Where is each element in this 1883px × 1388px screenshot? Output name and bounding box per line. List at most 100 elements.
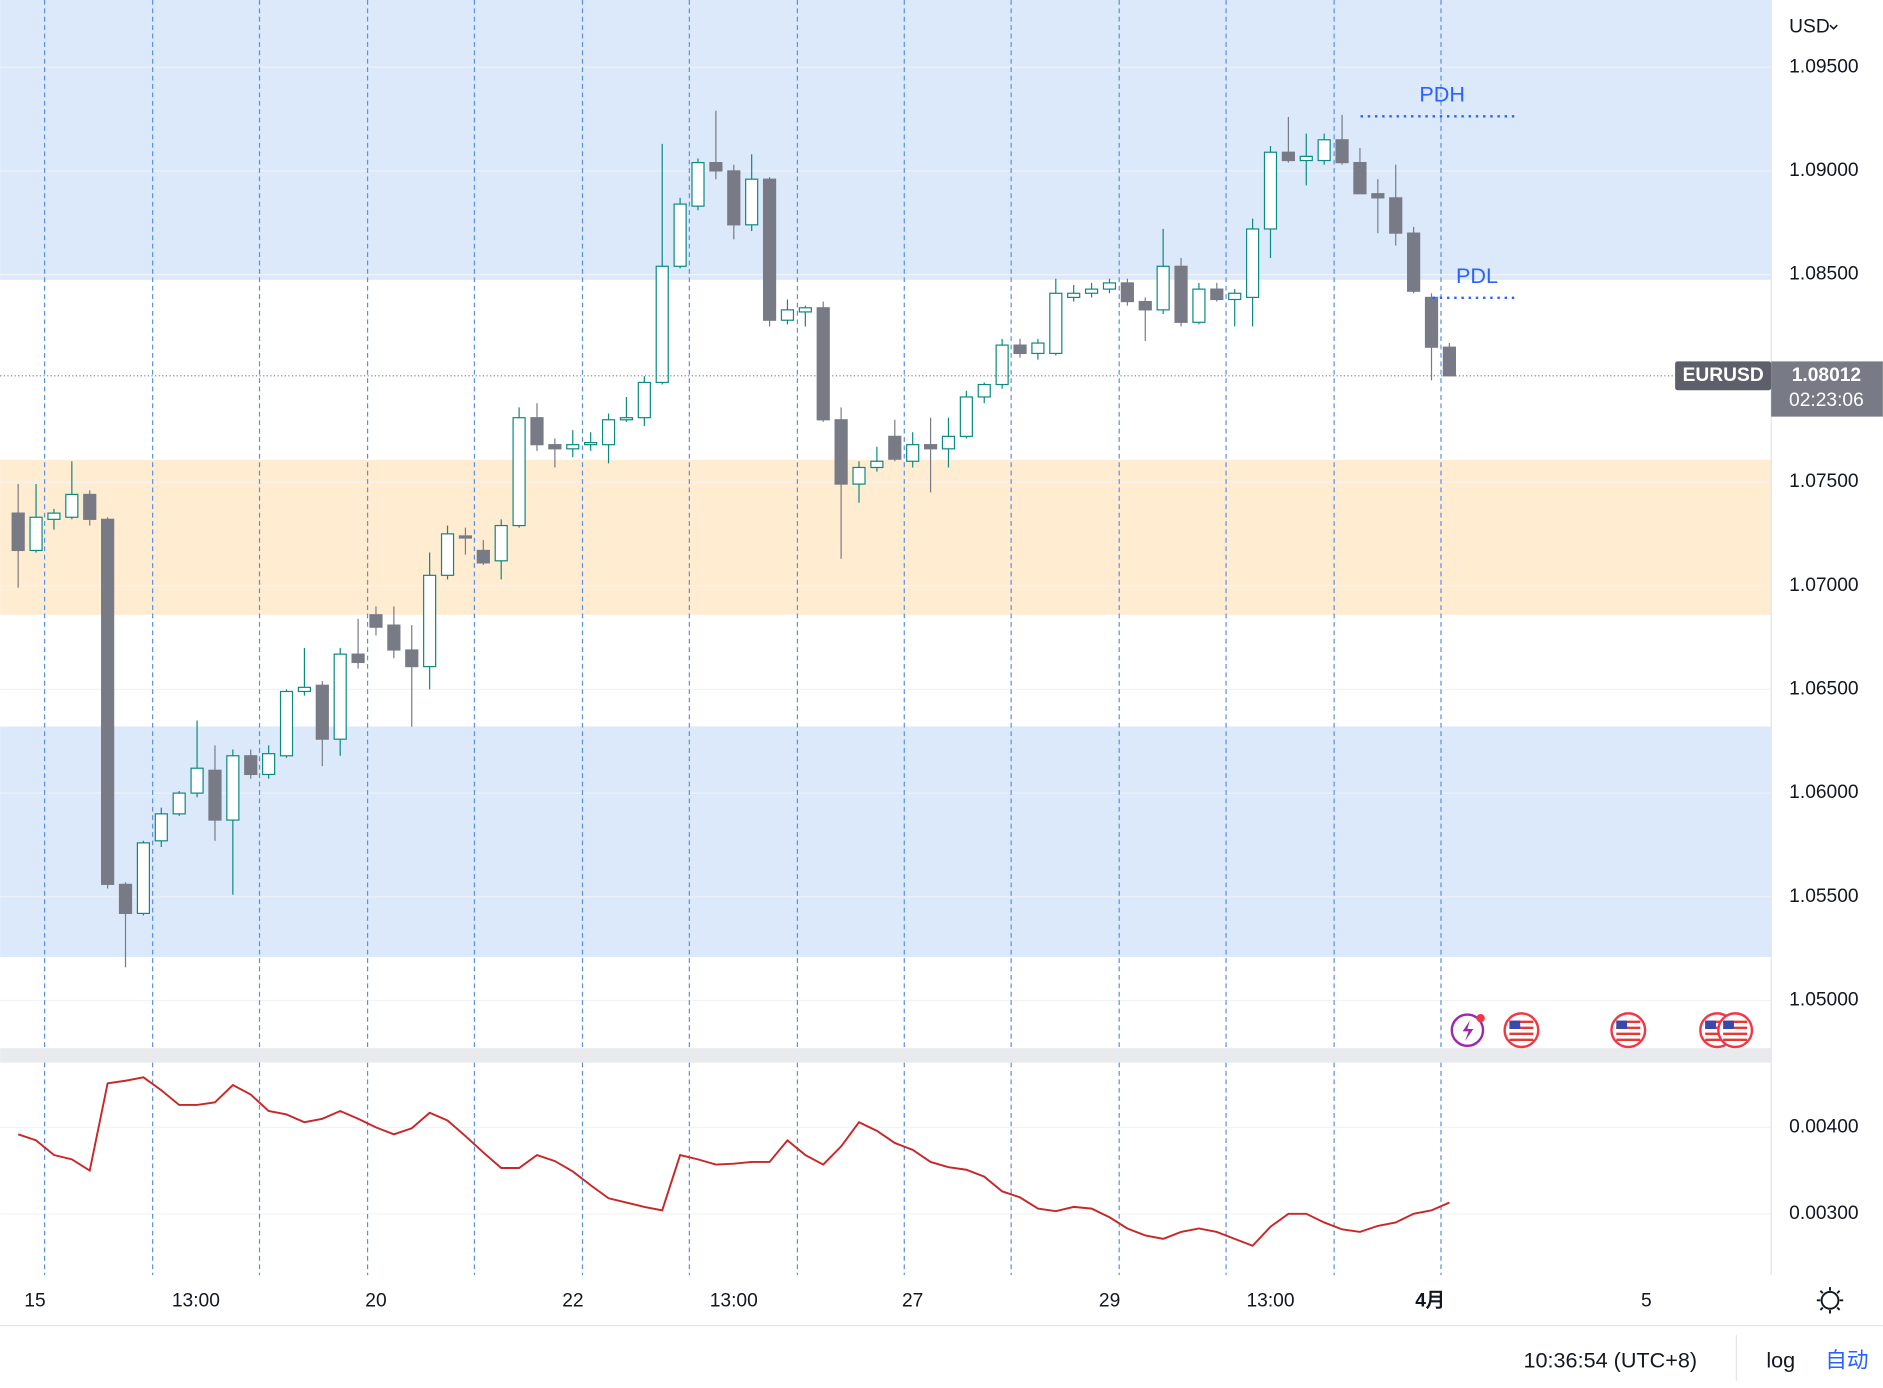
flash [1462,1020,1474,1041]
candle-body [1353,162,1367,195]
flag-canton [1705,1020,1716,1029]
candle-body [369,614,383,628]
candle-body [1210,288,1224,301]
flag-icon [1610,1012,1647,1049]
flags [1503,1012,1754,1049]
candle-body [584,441,598,446]
candle-body [405,649,419,668]
dot [1476,1013,1485,1023]
candle-body [1407,232,1421,292]
candle-body [387,624,401,651]
symbol-label: EURUSD [1683,365,1764,386]
candle-body [977,383,991,398]
pane-separator [0,1048,1772,1063]
x-tick-label: 13:00 [710,1291,758,1312]
zones [0,0,1772,957]
candle-body [566,444,580,450]
candle-body [1049,292,1063,355]
candle-body [601,419,616,446]
candle-body [262,753,276,776]
candle-body [816,307,830,421]
x-tick-label: 13:00 [1246,1291,1294,1312]
candle-body [118,883,133,914]
currency[interactable]: USD [1789,17,1830,38]
x-tick-label: 15 [24,1291,45,1312]
zone [0,0,1772,280]
candle-body [1389,197,1403,234]
candle-body [351,653,365,664]
candle-body [1442,346,1456,377]
candle-body [244,755,258,776]
y-tick-label: 1.06500 [1789,678,1858,699]
y-tick-label: 1.06000 [1789,782,1858,803]
y-tick-label: 1.09500 [1789,56,1858,77]
candle-body [1263,151,1278,230]
settings[interactable] [1816,1287,1844,1314]
x-tick-label: 22 [562,1291,583,1312]
countdown: 02:23:06 [1789,390,1864,411]
flag-icon [1503,1012,1540,1049]
candle-body [494,524,508,562]
currency-select[interactable]: USD [1789,17,1838,38]
price-tag [1771,361,1883,417]
candle-body [1013,344,1027,355]
x-tick-label: 4月 [1415,1291,1445,1312]
symbol-tag [1675,361,1772,391]
candle-body [83,493,97,520]
candle-body [1031,342,1045,355]
candle-body [423,574,437,668]
candle-body [691,162,705,207]
candle-body [637,381,651,419]
candle-body [1084,288,1099,294]
x-tick-label: 13:00 [172,1291,220,1312]
candle-body [1174,265,1188,323]
zone [0,459,1772,615]
candle-body [906,444,920,462]
candle-body [1138,300,1152,311]
candle-body [762,178,777,321]
candle-body [1102,282,1117,290]
candle-body [1281,151,1295,162]
candle-body [1317,139,1331,162]
candle-body [512,417,526,527]
x-tick-label: 20 [365,1291,386,1312]
candle-body [1424,296,1439,348]
y2-tick-label: 0.00300 [1789,1203,1858,1224]
gear[interactable] [1820,1290,1840,1310]
candle-body [1156,265,1170,311]
candle-body [798,307,812,313]
candle-body [1371,193,1385,199]
candle-body [29,516,43,552]
indicator-line [17,1076,1450,1247]
auto-toggle[interactable]: 自动 [1825,1347,1868,1372]
candle-body [208,769,222,821]
y-tick-label: 1.09000 [1789,160,1858,181]
candle-body [727,170,741,226]
candle-body [959,396,973,437]
candle-body [172,792,186,815]
candle-body [1299,155,1313,162]
event-icons [1450,1013,1485,1048]
candle-body [458,535,473,539]
log-toggle[interactable]: log [1766,1347,1795,1372]
candle-body [870,460,884,469]
candle-body [226,755,240,821]
candle-body [834,419,848,485]
marks: PDH PDL [0,82,1772,1247]
grid [0,0,1772,1276]
candle-body [1245,228,1260,299]
candle-body [476,549,490,564]
candle-body [888,435,902,460]
candle-body [619,417,634,421]
candle-body [548,444,562,450]
candle-body [279,690,294,757]
candle-body [1192,288,1206,323]
zone [0,726,1772,957]
chevron [1829,24,1838,30]
candle-body [101,518,115,885]
flag-canton [1723,1020,1734,1029]
candle-body [1228,292,1242,301]
candle-body [440,533,455,576]
